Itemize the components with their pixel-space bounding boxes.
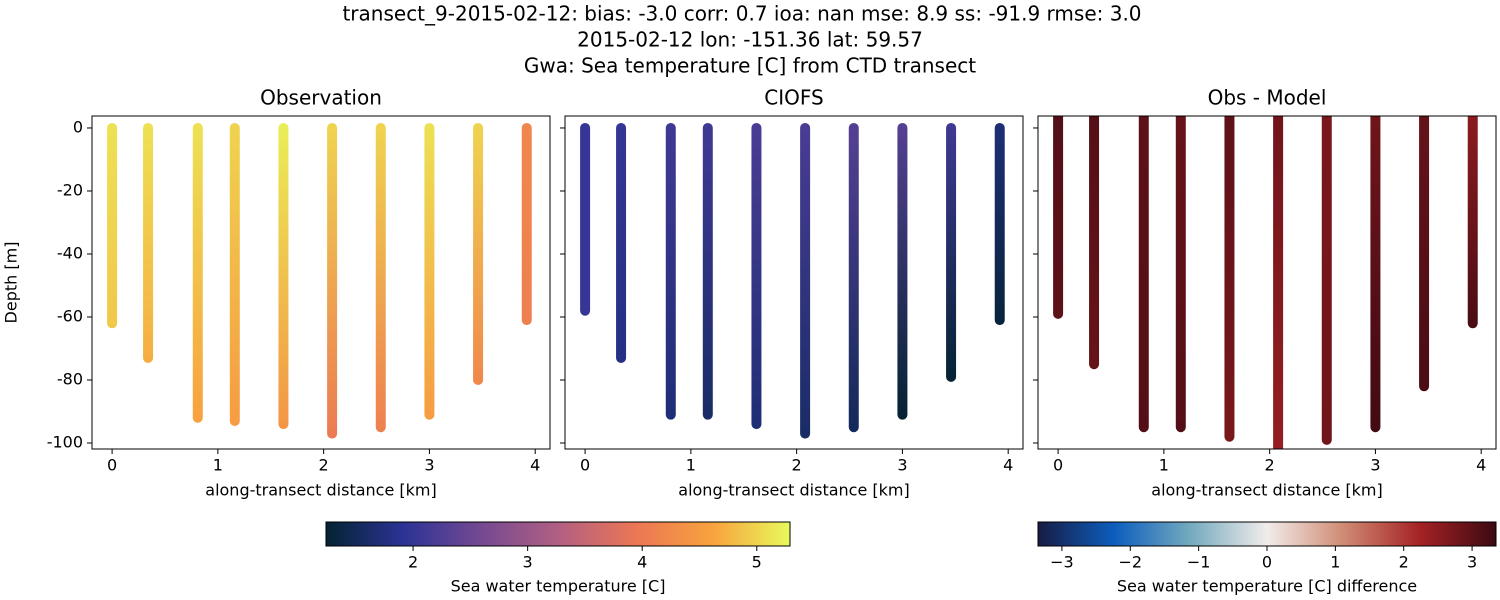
- cast-column: [1224, 116, 1235, 442]
- colorbar: [1037, 521, 1497, 547]
- cast-column: [1273, 116, 1284, 449]
- x-axis-label: along-transect distance [km]: [205, 481, 436, 500]
- cast-column: [1089, 116, 1100, 370]
- axes-frame: [91, 115, 551, 450]
- cast-column: [375, 122, 386, 433]
- colorbar-tick-label: 3: [1467, 553, 1477, 572]
- y-axis-label: Depth [m]: [2, 242, 21, 324]
- cast-column: [616, 122, 627, 363]
- colorbar-tick-label: 2: [408, 553, 418, 572]
- colorbar-tick-label: −2: [1118, 553, 1142, 572]
- colorbar-label: Sea water temperature [C] difference: [1117, 577, 1417, 596]
- panel-title: Obs - Model: [1208, 86, 1327, 110]
- cast-column: [1138, 116, 1149, 433]
- x-tick-label: 1: [213, 456, 223, 475]
- cast-column: [994, 122, 1005, 326]
- x-tick-label: 2: [1265, 456, 1275, 475]
- cast-column: [1370, 116, 1381, 433]
- cast-column: [1175, 116, 1186, 433]
- title-line: Gwa: Sea temperature [C] from CTD transe…: [524, 54, 976, 78]
- cast-column: [192, 122, 203, 423]
- cast-column: [327, 122, 338, 439]
- colorbar-tick-label: 3: [523, 553, 533, 572]
- x-axis-label: along-transect distance [km]: [1151, 481, 1382, 500]
- cast-column: [580, 122, 591, 316]
- colorbar: [325, 521, 791, 547]
- y-tick-label: -60: [57, 306, 83, 325]
- colorbar-tick-label: 2: [1399, 553, 1409, 572]
- x-tick-label: 4: [1003, 456, 1013, 475]
- panel-title: Observation: [260, 86, 382, 110]
- title-line: 2015-02-12 lon: -151.36 lat: 59.57: [577, 28, 923, 52]
- y-tick-label: -100: [47, 433, 83, 452]
- axes-frame: [1037, 115, 1497, 450]
- x-tick-label: 4: [530, 456, 540, 475]
- cast-column: [1053, 116, 1064, 319]
- x-tick-label: 3: [424, 456, 434, 475]
- y-tick-label: -80: [57, 370, 83, 389]
- axes-frame: [564, 115, 1024, 450]
- x-tick-label: 2: [319, 456, 329, 475]
- cast-column: [848, 122, 859, 433]
- cast-column: [143, 122, 154, 363]
- cast-column: [107, 122, 118, 329]
- cast-column: [1419, 116, 1430, 392]
- colorbar-tick-label: 5: [752, 553, 762, 572]
- cast-column: [702, 122, 713, 420]
- colorbar-tick-label: 1: [1330, 553, 1340, 572]
- cast-column: [665, 122, 676, 420]
- cast-column: [946, 122, 957, 382]
- cast-column: [751, 122, 762, 430]
- x-tick-label: 3: [897, 456, 907, 475]
- cast-column: [521, 122, 532, 326]
- cast-column: [424, 122, 435, 420]
- title-line: transect_9-2015-02-12: bias: -3.0 corr: …: [342, 2, 1141, 26]
- colorbar-tick-label: −1: [1187, 553, 1211, 572]
- cast-column: [800, 122, 811, 439]
- colorbar-label: Sea water temperature [C]: [451, 577, 666, 596]
- x-tick-label: 0: [1053, 456, 1063, 475]
- colorbar-tick-label: −3: [1050, 553, 1074, 572]
- cast-column: [229, 122, 240, 426]
- panel-title: CIOFS: [764, 86, 823, 110]
- y-tick-label: 0: [73, 117, 83, 136]
- x-tick-label: 4: [1476, 456, 1486, 475]
- cast-column: [278, 122, 289, 430]
- colorbar-tick-label: 4: [637, 553, 647, 572]
- x-tick-label: 0: [580, 456, 590, 475]
- y-tick-label: -40: [57, 243, 83, 262]
- y-tick-label: -20: [57, 180, 83, 199]
- x-axis-label: along-transect distance [km]: [678, 481, 909, 500]
- x-tick-label: 1: [686, 456, 696, 475]
- cast-column: [473, 122, 484, 386]
- colorbar-tick-label: 0: [1262, 553, 1272, 572]
- cast-column: [1321, 116, 1332, 445]
- x-tick-label: 0: [107, 456, 117, 475]
- x-tick-label: 2: [792, 456, 802, 475]
- x-tick-label: 3: [1370, 456, 1380, 475]
- cast-column: [897, 122, 908, 420]
- x-tick-label: 1: [1159, 456, 1169, 475]
- cast-column: [1467, 116, 1478, 329]
